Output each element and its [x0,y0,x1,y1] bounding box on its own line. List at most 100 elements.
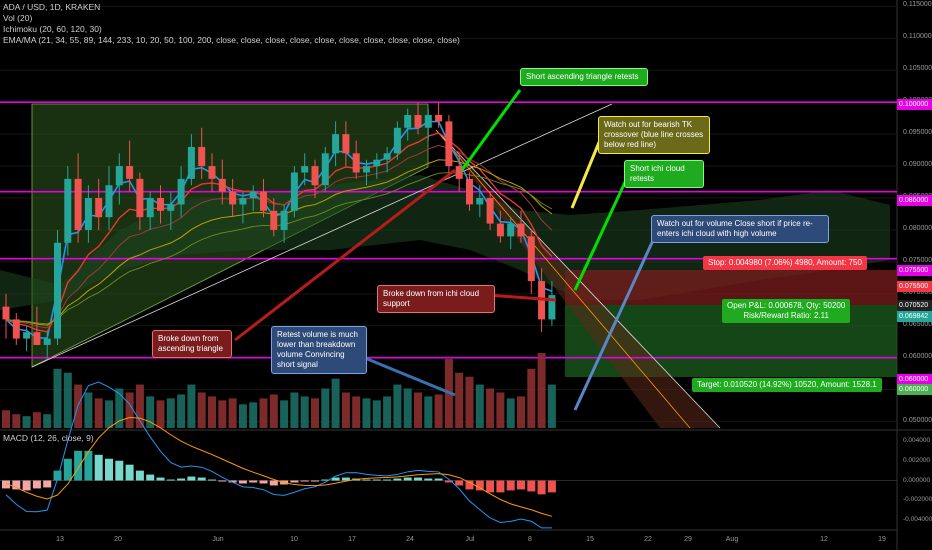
price-axis-label: 0.070000 [903,288,932,296]
price-tag: 0.075500 [897,281,932,292]
open-pnl-label[interactable]: Open P&L: 0.000678, Qty: 50200 Risk/Rewa… [722,299,851,323]
candle-body [84,198,92,230]
candle-body [352,153,360,173]
candle-body [496,223,504,237]
macd-histogram-bar [197,477,206,481]
macd-pane [0,381,897,529]
price-tag: 0.075500 [897,265,932,276]
macd-histogram-bar [32,480,41,489]
candle-body [280,210,288,230]
rr-text: Risk/Reward Ratio: 2.11 [743,311,829,320]
note-broke-triangle: Broke down from ascending triangle [152,330,232,358]
macd-histogram-bar [166,479,175,481]
note-broke-ichi: Broke down from ichi cloud support [377,285,495,313]
volume-bar [259,398,268,428]
macd-histogram-bar [156,477,165,481]
note-retest-volume: Retest volume is much lower than breakdo… [271,326,367,374]
candle-body [95,198,103,218]
volume-bar [177,394,186,428]
symbol-title[interactable]: ADA / USD, 1D, KRAKEN [3,2,101,12]
stop-label[interactable]: Stop: 0.004980 (7.06%) 4980, Amount: 750 [703,256,867,270]
macd-line [5,381,552,529]
macd-indicator-label[interactable]: MACD (12, 26, close, 9) [3,433,94,443]
target-label[interactable]: Target: 0.010520 (14.92%) 10520, Amount:… [692,378,882,392]
price-tag: 0.086000 [897,195,932,206]
macd-histogram-bar [115,460,124,481]
macd-histogram-bar [12,480,21,490]
ema-indicator-label[interactable]: EMA/MA (21, 34, 55, 89, 144, 233, 10, 20… [3,35,460,45]
candle-body [311,166,319,186]
price-tag: 0.100000 [897,99,932,110]
date-axis-label: 29 [684,536,692,543]
volume-bar [455,372,464,428]
macd-histogram-bar [94,454,103,481]
candle-body [23,332,31,339]
volume-bar [166,398,175,428]
orange-fan-line [435,129,691,429]
macd-axis-label: 0.000000 [903,476,931,484]
volume-bar [53,368,62,428]
candle-body [414,114,422,128]
volume-bar [12,414,21,428]
volume-bar [517,396,525,428]
candle-body [455,166,463,179]
macd-histogram-bar [455,480,464,486]
date-axis-label: 20 [114,536,122,543]
volume-bar [135,384,144,428]
volume-bar [22,416,31,428]
candle-body [290,172,298,211]
macd-histogram-bar [547,480,556,493]
volume-bar [146,396,155,428]
candle-body [33,332,41,345]
volume-bar [352,396,361,428]
date-axis-label: Aug [725,536,739,543]
candle-body [43,338,51,345]
volume-bar [94,398,103,428]
candle-body [12,319,20,339]
note-tk-cross: Watch out for bearish TK crossover (blue… [598,116,710,154]
date-axis-label: 17 [348,536,356,543]
macd-histogram-bar [218,480,227,482]
candle-body [445,121,453,167]
candle-body [476,198,484,205]
date-axis-label: 8 [528,536,532,543]
candle-body [136,178,144,218]
candle-body [249,191,257,199]
price-tag: 0.069842 [897,311,932,322]
candle-body [115,166,123,186]
price-axis-label: 0.095000 [903,129,932,137]
macd-histogram-bar [135,470,144,481]
candle-body [270,210,278,230]
ichimoku-indicator-label[interactable]: Ichimoku (20, 60, 120, 30) [3,24,102,34]
volume-bar [197,392,206,428]
macd-histogram-bar [187,476,196,481]
macd-histogram-bar [434,478,443,481]
volume-indicator-label[interactable]: Vol (20) [3,13,33,23]
candle-body [301,166,309,173]
volume-bar [414,392,422,428]
price-axis-label: 0.090000 [903,161,932,169]
volume-bar [341,392,350,428]
macd-histogram-bar [53,470,62,481]
candle-body [167,204,175,211]
volume-bar [424,396,433,428]
pnl-text: Open P&L: 0.000678, Qty: 50200 [727,301,846,310]
candle-body [229,191,237,205]
macd-histogram-bar [269,480,278,486]
volume-bar [547,384,556,428]
macd-signal-line [5,417,553,517]
macd-histogram-bar [63,458,72,481]
date-axis-label: 15 [586,536,594,543]
macd-histogram-bar [393,478,402,481]
volume-bar [84,392,93,428]
macd-histogram-bar [300,480,309,482]
volume-bar [208,396,216,428]
price-axis-label: 0.075000 [903,256,932,264]
candle-body [466,178,473,205]
macd-axis-label: -0.004000 [903,516,932,524]
macd-histogram-bar [486,480,495,493]
candle-body [507,223,515,237]
volume-bar [280,400,289,428]
macd-histogram-bar [362,479,371,481]
